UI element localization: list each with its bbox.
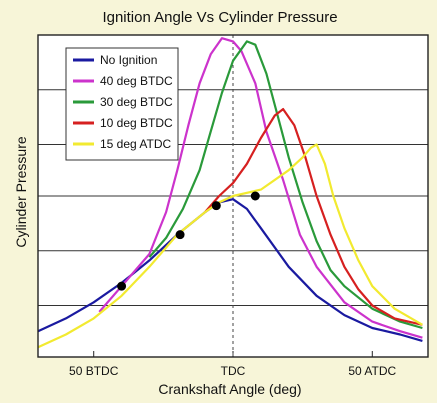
x-tick-label: 50 BTDC (69, 364, 119, 378)
x-axis-label: Crankshaft Angle (deg) (158, 381, 301, 397)
legend-box (65, 47, 179, 161)
markers-group (117, 191, 260, 291)
series-group (37, 37, 423, 349)
x-tick-label: 50 ATDC (348, 364, 396, 378)
chart-title: Ignition Angle Vs Cylinder Pressure (102, 9, 337, 26)
ignition-point (211, 201, 221, 211)
x-tick-label: TDC (221, 364, 246, 378)
legend-label: No Ignition (100, 53, 157, 67)
plot-frame (37, 34, 429, 358)
x-ticks: 50 BTDC TDC 50 ATDC (69, 35, 397, 378)
legend-label: 10 deg BTDC (100, 116, 173, 130)
legend-items: No Ignition 40 deg BTDC 30 deg BTDC 10 deg … (73, 53, 173, 151)
y-axis-label: Cylinder Pressure (13, 136, 29, 247)
ignition-point (250, 191, 260, 201)
legend: No Ignition 40 deg BTDC 30 deg BTDC 10 deg … (65, 47, 179, 161)
series-line (37, 143, 423, 349)
series-line (37, 198, 423, 342)
ignition-point (117, 281, 127, 291)
series-line (148, 40, 423, 330)
legend-label: 30 deg BTDC (100, 95, 173, 109)
ignition-point (175, 230, 185, 240)
legend-label: 15 deg ATDC (100, 137, 171, 151)
series-line (98, 37, 423, 339)
series-line (204, 108, 423, 326)
legend-label: 40 deg BTDC (100, 74, 173, 88)
